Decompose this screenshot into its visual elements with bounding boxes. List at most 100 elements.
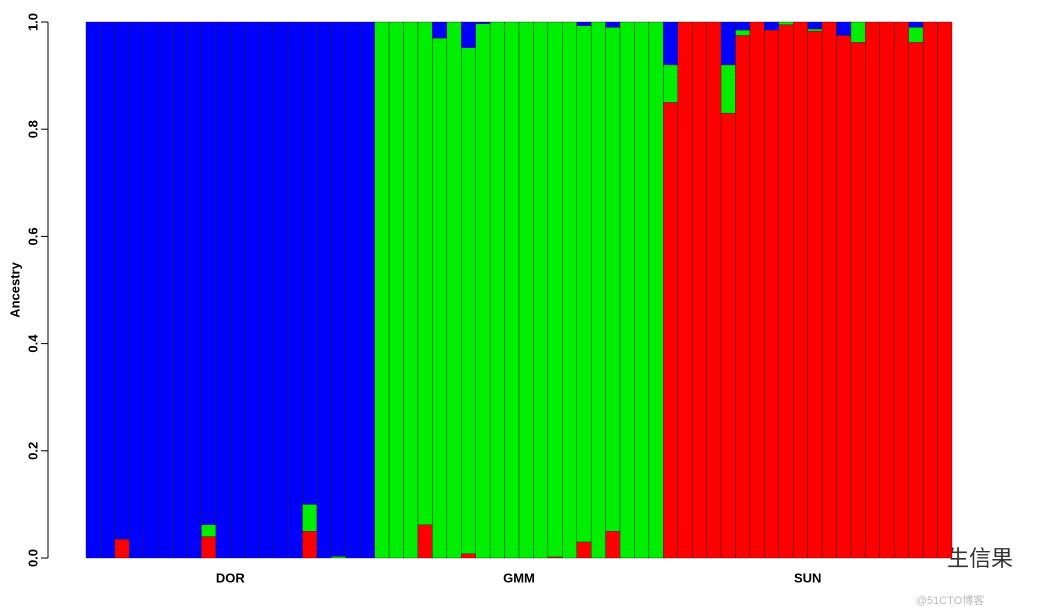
bar-segment <box>619 21 635 559</box>
bar-segment <box>316 21 332 559</box>
bar-segment <box>114 21 130 540</box>
bar-segment <box>850 42 866 559</box>
bar-segment <box>879 21 895 559</box>
y-tick-label: 0.8 <box>25 120 40 138</box>
bar-segment <box>562 21 577 559</box>
y-axis-label: Ancestry <box>7 261 22 317</box>
bar-segment <box>345 21 361 559</box>
bar-segment <box>720 112 736 559</box>
bar-segment <box>749 21 765 559</box>
bar-segment <box>778 21 794 25</box>
bar-segment <box>720 64 736 114</box>
bar-segment <box>475 23 491 559</box>
bar-segment <box>201 21 217 525</box>
bar-segment <box>807 30 823 559</box>
bar-segment <box>287 21 303 559</box>
bar-segment <box>850 21 866 43</box>
bar-segment <box>778 24 794 559</box>
bar-segment <box>100 21 116 559</box>
bar-segment <box>157 21 173 559</box>
bar-segment <box>446 21 462 559</box>
bar-segment <box>648 21 664 559</box>
bar-segment <box>590 21 606 559</box>
bar-segment <box>230 21 245 559</box>
bar-segment <box>807 28 823 32</box>
bar-segment <box>172 21 188 559</box>
bar-segment <box>836 35 852 559</box>
bar-segment <box>388 21 404 559</box>
bar-segment <box>432 21 448 39</box>
y-tick-label: 0.0 <box>25 549 40 567</box>
y-tick-label: 1.0 <box>25 13 40 31</box>
bar-segment <box>706 21 722 559</box>
bar-segment <box>461 21 476 48</box>
bar-segment <box>417 524 433 559</box>
bar-segment <box>489 21 505 559</box>
bar-segment <box>461 553 476 559</box>
bar-segment <box>374 21 390 559</box>
bar-segment <box>605 531 621 559</box>
group-label: GMM <box>503 570 535 585</box>
bar-segment <box>504 21 520 559</box>
y-tick-label: 0.4 <box>25 334 40 353</box>
bar-segment <box>605 27 621 532</box>
bar-segment <box>533 21 549 559</box>
bar-segment <box>215 21 231 559</box>
bar-segment <box>302 504 318 532</box>
bar-segment <box>360 21 375 559</box>
bar-segment <box>85 21 101 559</box>
bar-segment <box>764 29 779 559</box>
bar-segment <box>302 21 318 505</box>
bar-segment <box>793 21 808 559</box>
bar-segment <box>720 21 736 66</box>
bar-segment <box>432 37 448 559</box>
group-label: DOR <box>216 570 246 585</box>
bar-segment <box>922 21 938 559</box>
bar-segment <box>331 21 347 557</box>
bar-segment <box>692 21 707 559</box>
bar-segment <box>908 42 924 559</box>
bar-segment <box>576 541 592 559</box>
bar-segment <box>302 531 318 559</box>
bar-segment <box>663 102 678 559</box>
bar-segment <box>143 21 159 559</box>
bar-segment <box>576 21 592 26</box>
bar-segment <box>836 21 852 36</box>
bar-segment <box>576 25 592 543</box>
bar-segment <box>807 21 823 30</box>
bar-segment <box>518 21 534 559</box>
bar-segment <box>663 64 678 103</box>
watermark: 生信果 <box>947 546 1013 571</box>
bar-segment <box>186 21 202 559</box>
bar-segment <box>677 21 693 559</box>
bar-segment <box>273 21 289 559</box>
bar-segment <box>475 21 491 24</box>
y-tick-label: 0.6 <box>25 227 40 245</box>
bar-segment <box>129 21 144 559</box>
y-tick-label: 0.2 <box>25 442 40 460</box>
bar-segment <box>201 536 217 559</box>
bar-segment <box>331 556 347 559</box>
bar-segment <box>764 21 779 31</box>
bar-segment <box>547 21 563 558</box>
bar-segment <box>605 21 621 28</box>
credit: @51CTO博客 <box>916 593 984 607</box>
bar-segment <box>201 524 217 537</box>
bar-segment <box>663 21 678 66</box>
bar-segment <box>735 21 751 31</box>
bar-segment <box>937 21 953 559</box>
bar-segment <box>908 21 924 28</box>
group-label: SUN <box>794 570 821 585</box>
bar-segment <box>461 47 476 554</box>
bar-segment <box>244 21 260 559</box>
bar-segment <box>634 21 650 559</box>
bar-segment <box>908 27 924 43</box>
bar-segment <box>417 21 433 525</box>
bar-segment <box>865 21 881 559</box>
bar-segment <box>403 21 419 559</box>
bar-segment <box>894 21 909 559</box>
bar-segment <box>821 21 837 559</box>
bar-segment <box>259 21 274 559</box>
bar-segment <box>735 29 751 36</box>
